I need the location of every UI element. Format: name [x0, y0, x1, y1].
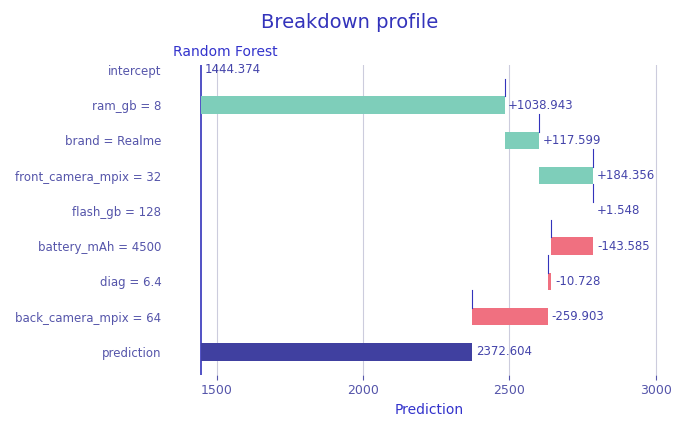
Bar [552, 237, 594, 255]
Text: Random Forest: Random Forest [173, 45, 278, 59]
X-axis label: Prediction: Prediction [395, 403, 463, 417]
Text: -143.585: -143.585 [597, 240, 650, 253]
Text: +117.599: +117.599 [542, 134, 601, 147]
Bar [505, 131, 539, 149]
Text: +184.356: +184.356 [596, 169, 654, 182]
Bar [201, 96, 505, 114]
Bar [539, 167, 593, 184]
Text: 1444.374: 1444.374 [204, 64, 260, 76]
Text: +1038.943: +1038.943 [508, 98, 574, 111]
Text: -259.903: -259.903 [552, 310, 605, 323]
Bar [473, 308, 548, 325]
Bar [201, 343, 472, 361]
Bar [548, 273, 552, 290]
Text: +1.548: +1.548 [597, 204, 641, 217]
Text: Breakdown profile: Breakdown profile [261, 13, 439, 32]
Text: 2372.604: 2372.604 [476, 345, 532, 358]
Text: -10.728: -10.728 [555, 275, 601, 288]
